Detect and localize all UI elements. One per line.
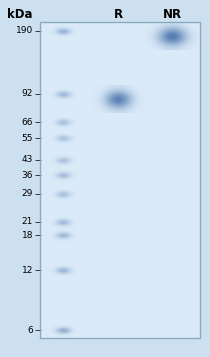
Text: 36: 36 (21, 171, 33, 180)
Text: 43: 43 (22, 155, 33, 164)
Text: kDa: kDa (8, 7, 33, 20)
Text: 18: 18 (21, 231, 33, 240)
Text: 66: 66 (21, 118, 33, 127)
Text: 12: 12 (22, 266, 33, 275)
Text: NR: NR (163, 7, 182, 20)
Text: 92: 92 (22, 89, 33, 98)
Bar (40, 22, 200, 338)
Text: R: R (113, 7, 123, 20)
Text: 190: 190 (16, 26, 33, 35)
Text: 55: 55 (21, 134, 33, 143)
Text: 6: 6 (27, 326, 33, 335)
Bar (40, 22, 200, 338)
Text: 21: 21 (22, 217, 33, 226)
Text: 29: 29 (22, 189, 33, 198)
